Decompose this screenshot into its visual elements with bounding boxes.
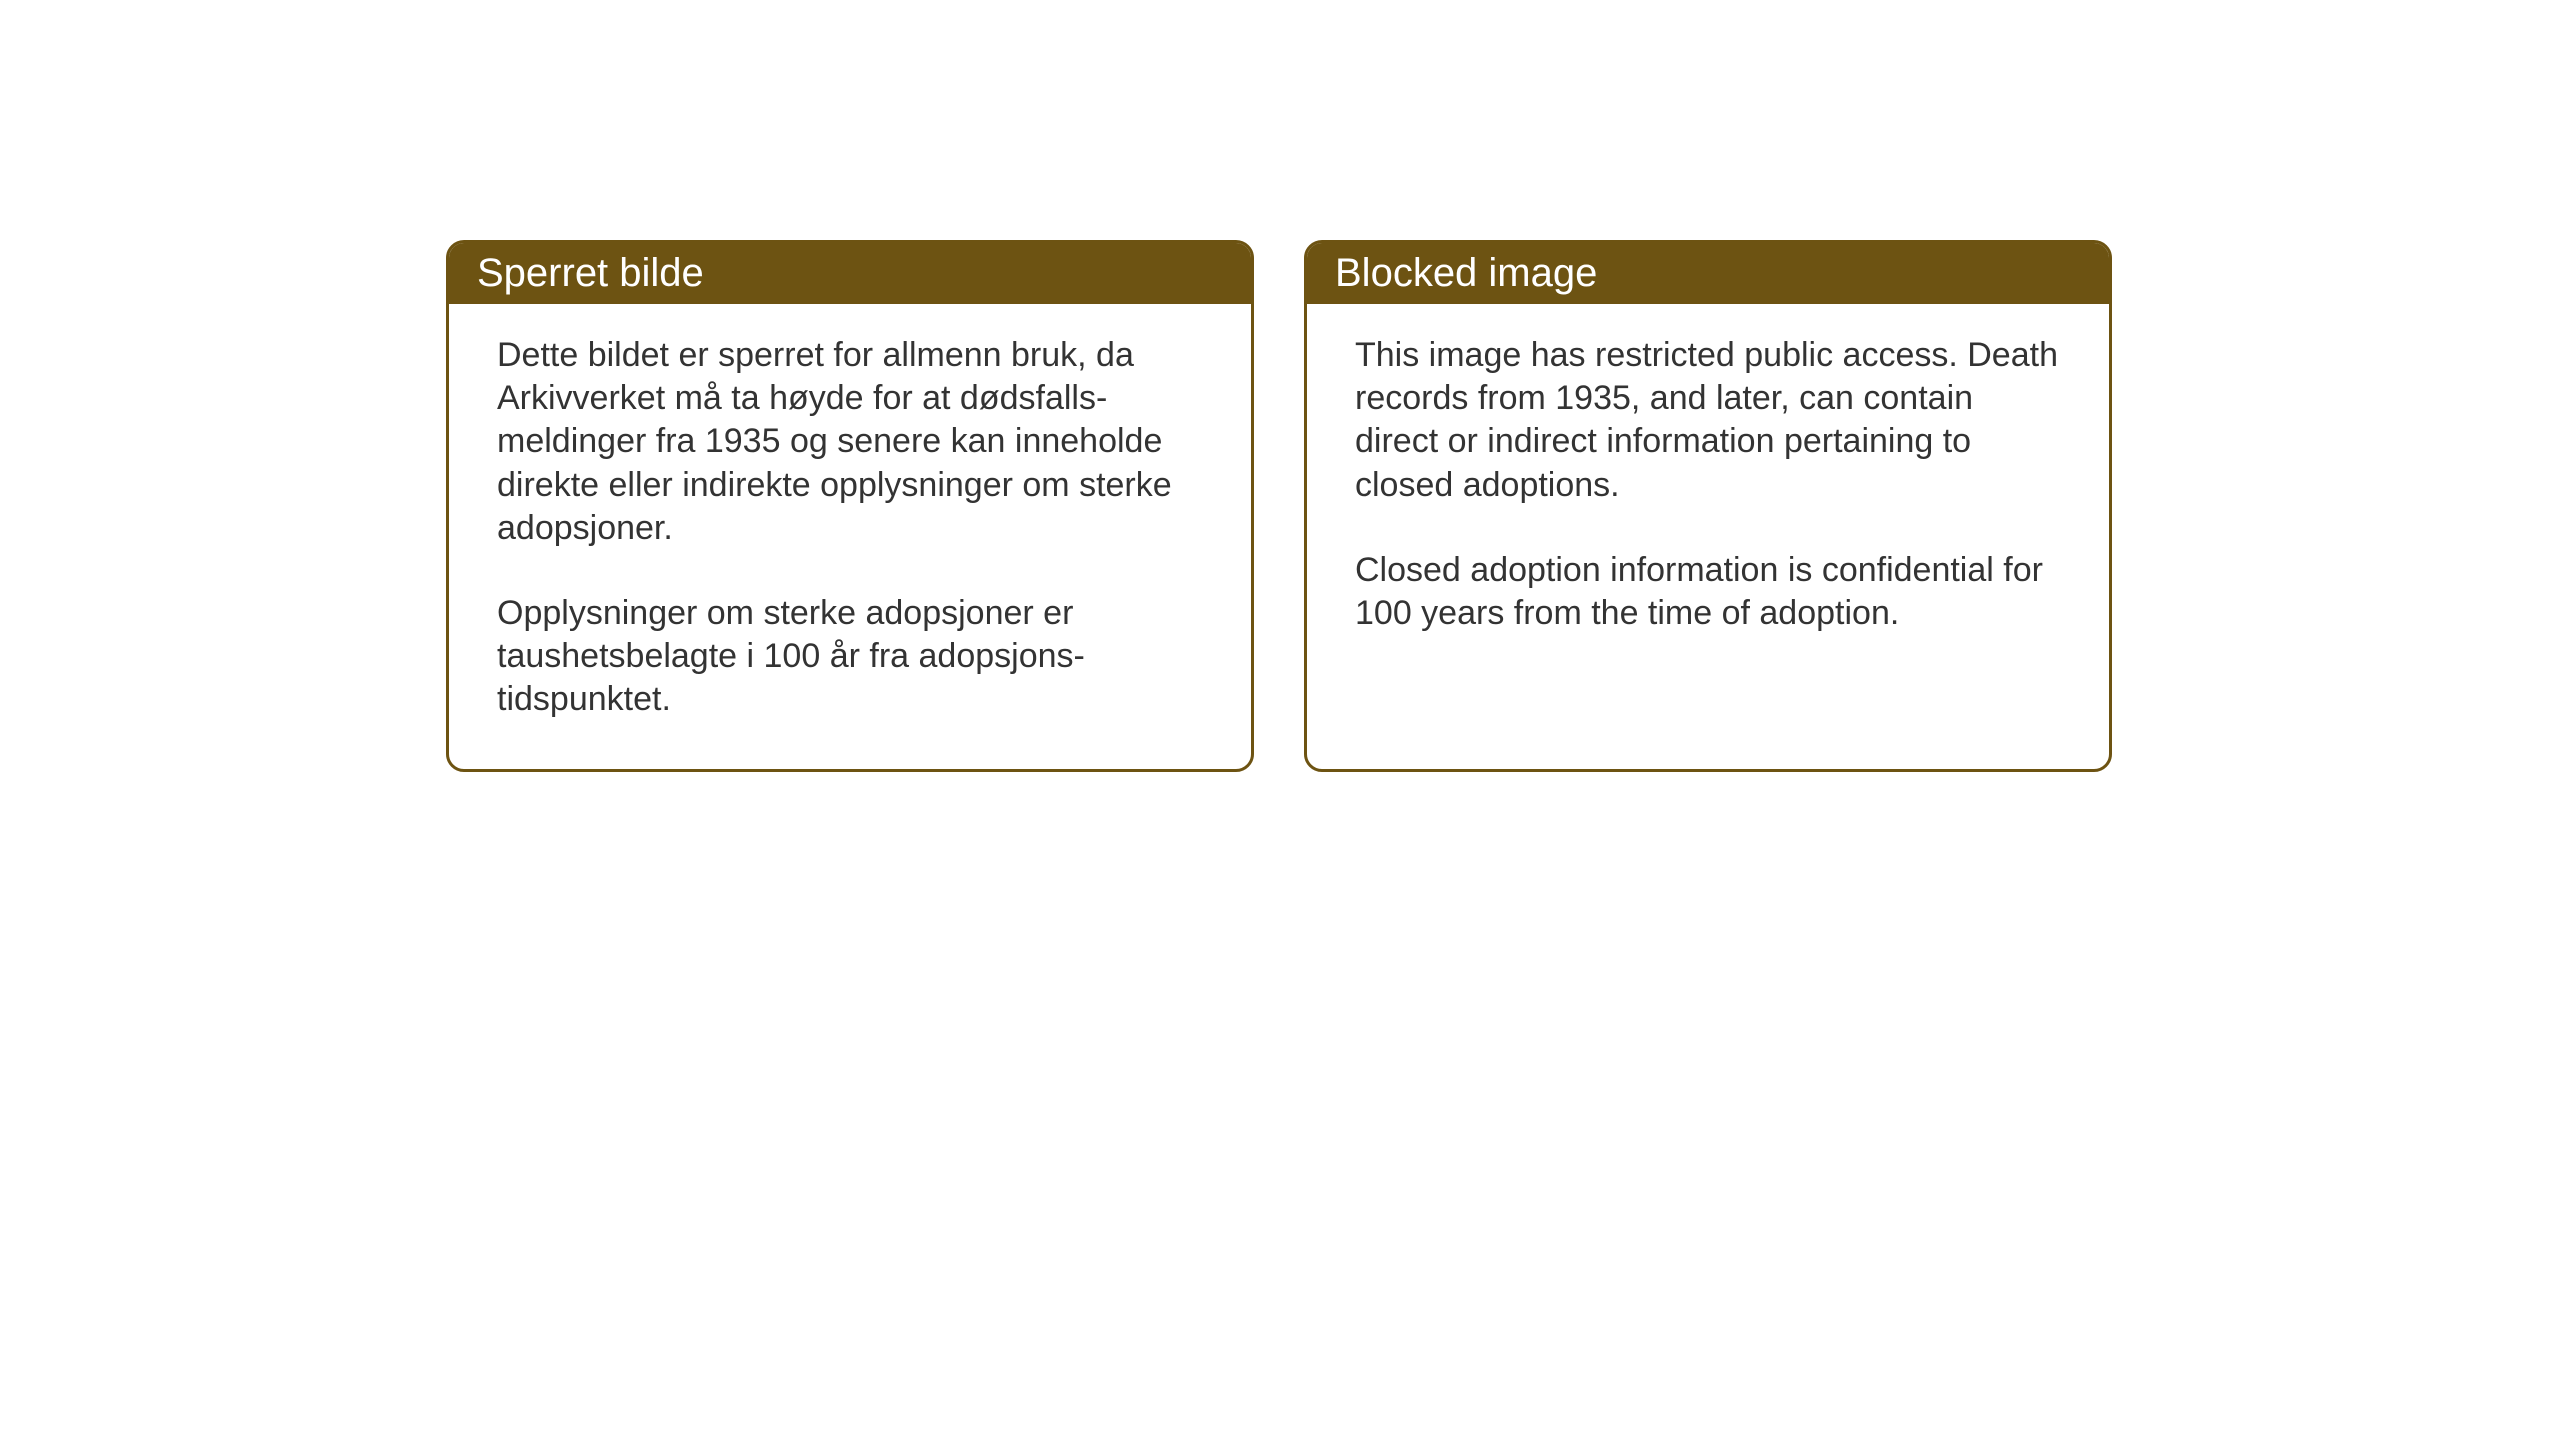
notice-title-norwegian: Sperret bilde (477, 251, 704, 295)
notice-paragraph-2-english: Closed adoption information is confident… (1355, 549, 2061, 635)
notice-body-english: This image has restricted public access.… (1307, 304, 2109, 683)
notice-body-norwegian: Dette bildet er sperret for allmenn bruk… (449, 304, 1251, 769)
notice-title-english: Blocked image (1335, 251, 1597, 295)
notice-card-english: Blocked image This image has restricted … (1304, 240, 2112, 772)
notice-header-english: Blocked image (1307, 243, 2109, 304)
notice-paragraph-2-norwegian: Opplysninger om sterke adopsjoner er tau… (497, 592, 1203, 722)
notice-header-norwegian: Sperret bilde (449, 243, 1251, 304)
notice-paragraph-1-norwegian: Dette bildet er sperret for allmenn bruk… (497, 334, 1203, 550)
notice-paragraph-1-english: This image has restricted public access.… (1355, 334, 2061, 507)
notice-container: Sperret bilde Dette bildet er sperret fo… (446, 240, 2112, 772)
notice-card-norwegian: Sperret bilde Dette bildet er sperret fo… (446, 240, 1254, 772)
